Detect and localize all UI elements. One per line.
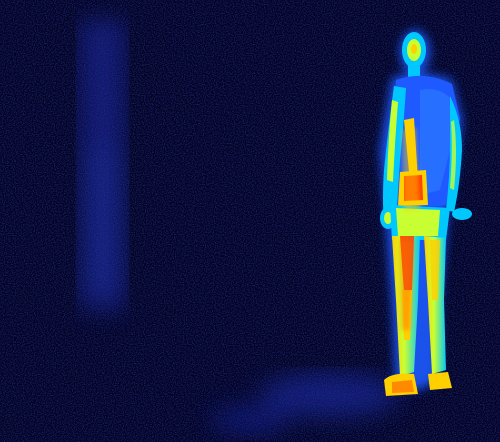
background-pillar-glow: [80, 20, 125, 310]
right-foot: [428, 372, 452, 390]
